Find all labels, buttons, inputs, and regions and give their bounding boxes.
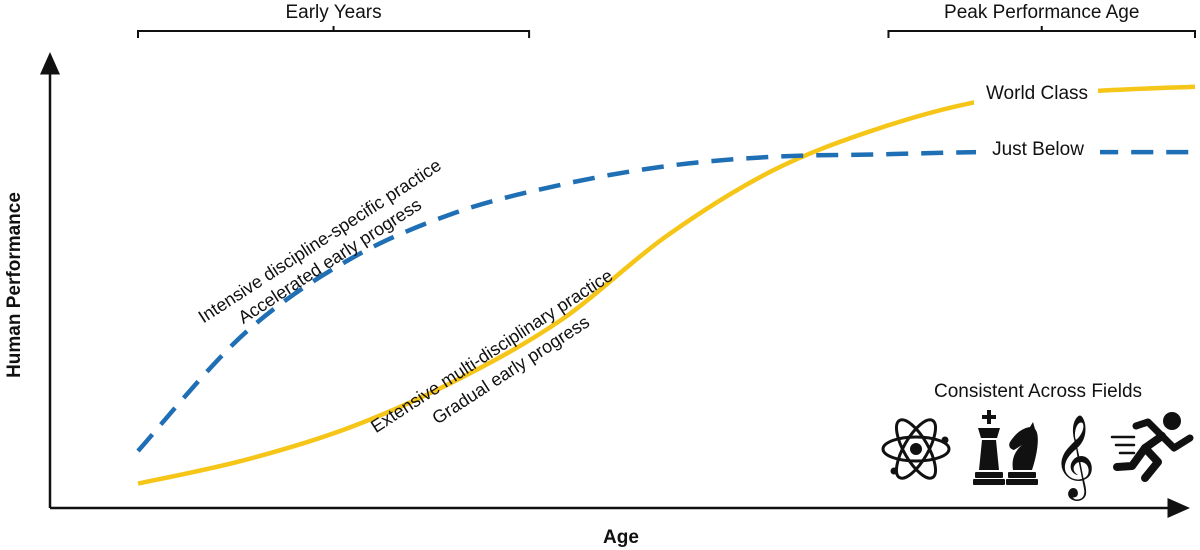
- data-point-just-below-10: [1193, 150, 1197, 154]
- chess-icon: [973, 410, 1038, 485]
- bracket-early-years: [137, 26, 531, 38]
- atom-icon: [881, 418, 951, 480]
- series-label-just-below: Just Below: [992, 139, 1084, 160]
- annotation-dashed-lower: Accelerated early progress: [235, 194, 425, 327]
- bracket-label-peak-performance-age: Peak Performance Age: [944, 2, 1139, 23]
- world-class-label-bg: [974, 78, 1098, 106]
- x-axis-title: Age: [603, 527, 639, 548]
- data-point-just-below-5: [665, 164, 669, 168]
- annotation-dashed-upper: Intensive discipline-specific practice: [195, 155, 445, 327]
- data-point-just-below-7: [876, 152, 880, 156]
- y-axis-title: Human Performance: [4, 192, 25, 378]
- treble-clef-icon: 𝄞: [1053, 413, 1096, 501]
- data-point-just-below-6: [770, 155, 774, 159]
- runner-icon: [1110, 412, 1194, 482]
- series-line-just-below: [136, 149, 1195, 453]
- just-below-label-bg: [976, 135, 1100, 163]
- annotation-solid-upper: Extensive multi-disciplinary practice: [367, 265, 616, 437]
- bracket-label-early-years: Early Years: [285, 2, 381, 23]
- svg-text:𝄞: 𝄞: [1053, 413, 1096, 501]
- series-label-world-class: World Class: [986, 83, 1088, 104]
- fields-title: Consistent Across Fields: [934, 381, 1142, 402]
- bracket-peak-performance-age: [887, 26, 1196, 38]
